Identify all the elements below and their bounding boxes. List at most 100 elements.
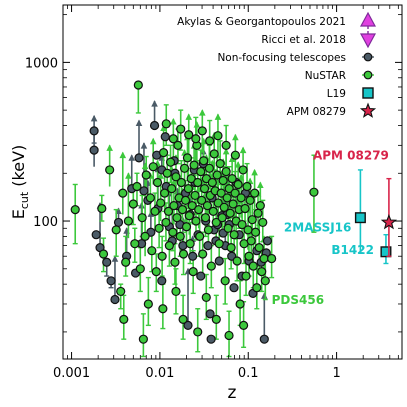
nustar-point (133, 80, 143, 90)
nonfocusing-point (91, 230, 101, 240)
nustar-point (97, 203, 107, 214)
nustar-point (200, 213, 211, 223)
nonfocusing-point (157, 276, 167, 286)
annotation-label: 2MASSJ16 (284, 220, 352, 234)
nonfocusing-point (188, 251, 198, 261)
nustar-point (183, 184, 193, 194)
nustar-point (259, 253, 269, 264)
nustar-point (163, 206, 174, 217)
nustar-point (244, 251, 254, 261)
nustar-point (123, 216, 134, 226)
nustar-point (209, 149, 219, 159)
nustar-point (216, 188, 226, 198)
nustar-point (247, 215, 257, 225)
nustar-point (191, 134, 201, 144)
nustar-point (207, 177, 217, 188)
nustar-point (140, 231, 150, 242)
nustar-point (175, 231, 185, 242)
nustar-point (260, 276, 270, 286)
nustar-point (226, 243, 236, 253)
nustar-point (215, 159, 225, 169)
nustar-point (205, 136, 215, 146)
nustar-point (187, 201, 197, 211)
legend-item: L19 (327, 87, 374, 100)
legend-marker-circle (363, 70, 373, 80)
nustar-point (223, 223, 233, 233)
nustar-point (184, 211, 194, 221)
y-axis-label: Ecut (keV) (9, 145, 31, 220)
nonfocusing-point (89, 126, 99, 136)
nustar-point (151, 267, 161, 277)
nustar-point (105, 165, 115, 175)
nustar-point (248, 261, 258, 271)
l19-point (354, 212, 366, 224)
nustar-point (208, 206, 218, 217)
nustar-point (193, 327, 203, 337)
nustar-point (230, 188, 240, 198)
nustar-point (213, 198, 223, 208)
nustar-point (111, 225, 121, 235)
nustar-point (170, 257, 180, 267)
nustar-point (141, 170, 151, 180)
x-tick-label: 0.01 (145, 366, 174, 381)
nustar-point (150, 206, 160, 217)
nustar-point (98, 249, 109, 259)
nustar-point (172, 213, 182, 223)
nustar-point (119, 314, 129, 324)
nustar-point (309, 187, 319, 197)
nustar-point (235, 299, 245, 309)
l19-errorbar (357, 169, 363, 254)
annotation-label: B1422 (331, 243, 374, 257)
nustar-point (211, 217, 221, 228)
legend-item: NuSTAR (305, 70, 374, 82)
nustar-point (189, 160, 199, 170)
nustar-point (168, 134, 178, 144)
nustar-point (132, 181, 142, 192)
nustar-point (190, 190, 200, 201)
nustar-point (162, 168, 172, 178)
nustar-errorbar (149, 137, 157, 185)
nustar-point (211, 314, 221, 324)
nustar-point (224, 330, 234, 341)
nustar-point (242, 181, 252, 192)
nonfocusing-point (134, 153, 144, 163)
annotation-label: APM 08279 (313, 148, 389, 162)
nustar-point (159, 188, 170, 198)
nustar-point (241, 271, 251, 281)
nustar-point (255, 201, 265, 211)
nonfocusing-point (205, 309, 215, 319)
nustar-point (194, 205, 204, 215)
nustar-point (250, 227, 261, 237)
legend-marker-star (359, 102, 377, 118)
nustar-point (227, 174, 237, 184)
nustar-point (222, 193, 232, 203)
nustar-point (197, 126, 207, 136)
nonfocusing-point (229, 283, 239, 293)
nonfocusing-point (196, 271, 206, 281)
nustar-point (161, 217, 171, 228)
nustar-point (246, 236, 256, 246)
nustar-point (214, 239, 224, 249)
legend-label: Non-focusing telescopes (217, 52, 346, 64)
nustar-point (178, 314, 188, 324)
nustar-point (184, 130, 194, 140)
nustar-point (167, 184, 177, 194)
nustar-point (257, 267, 267, 277)
nonfocusing-point (149, 120, 160, 131)
nustar-point (233, 179, 243, 190)
nustar-point (168, 227, 178, 237)
legend-label: APM 08279 (287, 106, 346, 118)
nustar-point (202, 201, 213, 211)
nustar-point (185, 239, 195, 249)
nustar-point (130, 239, 140, 249)
legend-marker-triangle-down (359, 33, 377, 49)
legend-item: Akylas & Georgantopoulos 2021 (177, 11, 377, 29)
nustar-point (177, 205, 188, 215)
legend-marker-square (362, 87, 374, 99)
nustar-point (225, 208, 235, 218)
nustar-point (224, 184, 234, 194)
y-tick-label: 1000 (25, 56, 58, 71)
nustar-point (147, 246, 157, 256)
nustar-point (245, 195, 255, 205)
